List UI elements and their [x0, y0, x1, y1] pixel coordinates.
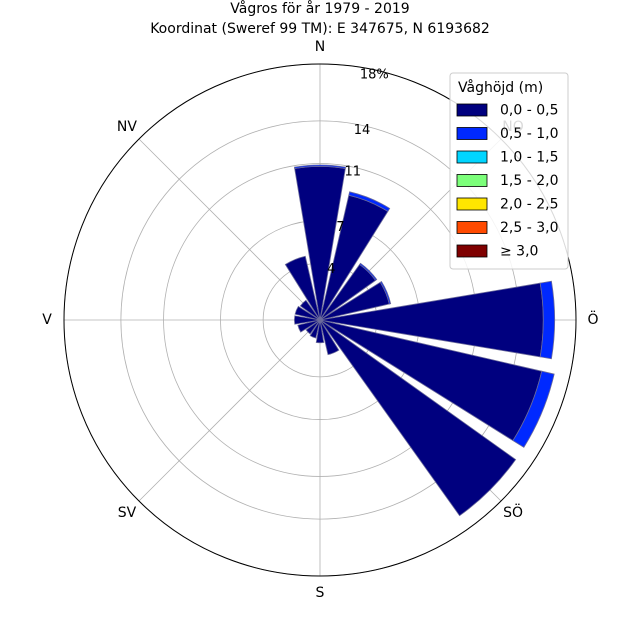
chart-subtitle: Koordinat (Sweref 99 TM): E 347675, N 61… [150, 21, 490, 37]
legend-swatch-0 [456, 103, 488, 117]
legend-label-5: 2,5 - 3,0 [500, 220, 558, 236]
rose-bar-0-bin-1 [293, 164, 347, 169]
rose-bar-112.5-bin-1 [512, 370, 555, 448]
rose-bar-67.5-bin-1 [379, 281, 392, 305]
rose-bar-270-bin-0 [294, 315, 321, 325]
legend-swatch-3 [456, 174, 488, 187]
legend: Våghöjd (m) 0,0 - 0,5 0,5 - 1,0 1,0 - 1,5 1… [449, 72, 569, 270]
legend-label-4: 2,0 - 2,5 [500, 197, 558, 213]
rose-bar-22.5-bin-1 [348, 191, 391, 213]
rose-bar-337.5-bin-0 [284, 255, 321, 321]
direction-labels: NNVVSVSSÖÖNO [42, 39, 598, 601]
direction-label-V: V [42, 312, 52, 328]
legend-swatch-5 [456, 221, 488, 234]
legend-items: 0,0 - 0,5 0,5 - 1,0 1,0 - 1,5 1,5 - 2,0 2,0 … [456, 103, 558, 260]
radial-tick-1: 7 [336, 220, 344, 235]
grid-spoke-225 [138, 319, 321, 502]
rose-bar-135-bin-0 [319, 319, 517, 517]
rose-bars [284, 164, 556, 517]
direction-label-SV: SV [118, 505, 137, 521]
rose-bar-292.5-bin-0 [294, 305, 321, 321]
rose-bar-180-bin-0 [315, 319, 325, 344]
direction-label-N: N [315, 39, 325, 55]
legend-swatch-6 [456, 244, 488, 258]
direction-label-NV: NV [117, 119, 137, 135]
chart-title: Vågros för år 1979 - 2019 [230, 0, 409, 17]
legend-swatch-2 [456, 150, 488, 164]
direction-label-Ö: Ö [587, 310, 598, 328]
outer-ring [63, 63, 577, 577]
legend-label-0: 0,0 - 0,5 [500, 103, 558, 119]
legend-label-2: 1,0 - 1,5 [500, 150, 558, 166]
rose-bar-315-bin-0 [299, 299, 321, 321]
direction-label-S: S [316, 585, 325, 601]
radial-tick-4: 18% [360, 67, 389, 82]
legend-frame [449, 72, 569, 270]
radial-tick-labels: 4 7 11 14 18% [327, 67, 389, 276]
rose-bar-157.5-bin-0 [319, 319, 340, 356]
legend-title: Våghöjd (m) [458, 79, 543, 96]
rose-bar-90-bin-1 [539, 280, 556, 360]
legend-swatch-4 [456, 197, 488, 211]
grid-spoke-315 [138, 138, 321, 321]
rose-bar-225-bin-0 [305, 319, 321, 335]
radial-tick-3: 14 [354, 123, 371, 138]
legend-label-3: 1,5 - 2,0 [500, 173, 558, 189]
legend-swatch-1 [456, 127, 488, 140]
direction-label-SÖ: SÖ [503, 503, 523, 521]
rose-bar-202.5-bin-0 [309, 319, 321, 339]
legend-label-6: ≥ 3,0 [500, 244, 538, 260]
legend-label-1: 0,5 - 1,0 [500, 126, 558, 142]
rose-bar-247.5-bin-0 [297, 319, 321, 333]
radial-tick-0: 4 [327, 262, 335, 277]
rose-bar-45-bin-1 [359, 262, 378, 281]
radial-tick-2: 11 [345, 165, 362, 180]
